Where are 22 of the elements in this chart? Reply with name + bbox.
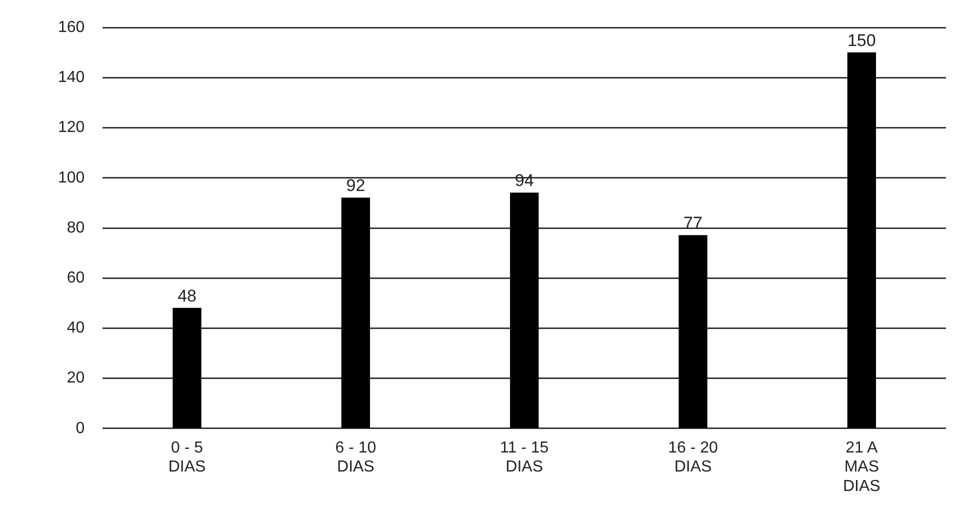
x-tick-label: 6 - 10 DIAS <box>335 439 376 476</box>
x-tick-label: 11 - 15 DIAS <box>500 439 549 476</box>
bar <box>172 308 202 428</box>
x-tick-label: 0 - 5 DIAS <box>168 439 206 476</box>
y-tick-label: 20 <box>66 370 85 387</box>
bar <box>510 192 539 428</box>
y-tick-label: 40 <box>66 320 85 337</box>
y-tick-label: 60 <box>66 270 85 287</box>
y-tick-label: 160 <box>58 19 85 36</box>
x-tick-label: 21 A MAS DIAS <box>843 439 880 495</box>
x-tick-label: 16 - 20 DIAS <box>668 439 718 476</box>
y-tick-label: 140 <box>58 69 85 86</box>
data-label: 48 <box>178 286 196 306</box>
bar <box>847 52 876 428</box>
bar <box>341 198 370 428</box>
y-tick-label: 0 <box>76 420 85 437</box>
data-label: 150 <box>847 30 876 50</box>
y-tick-label: 100 <box>58 169 85 186</box>
y-tick-label: 120 <box>58 119 85 136</box>
y-tick-label: 80 <box>66 219 85 236</box>
data-label: 92 <box>346 176 366 196</box>
bar <box>678 235 708 428</box>
